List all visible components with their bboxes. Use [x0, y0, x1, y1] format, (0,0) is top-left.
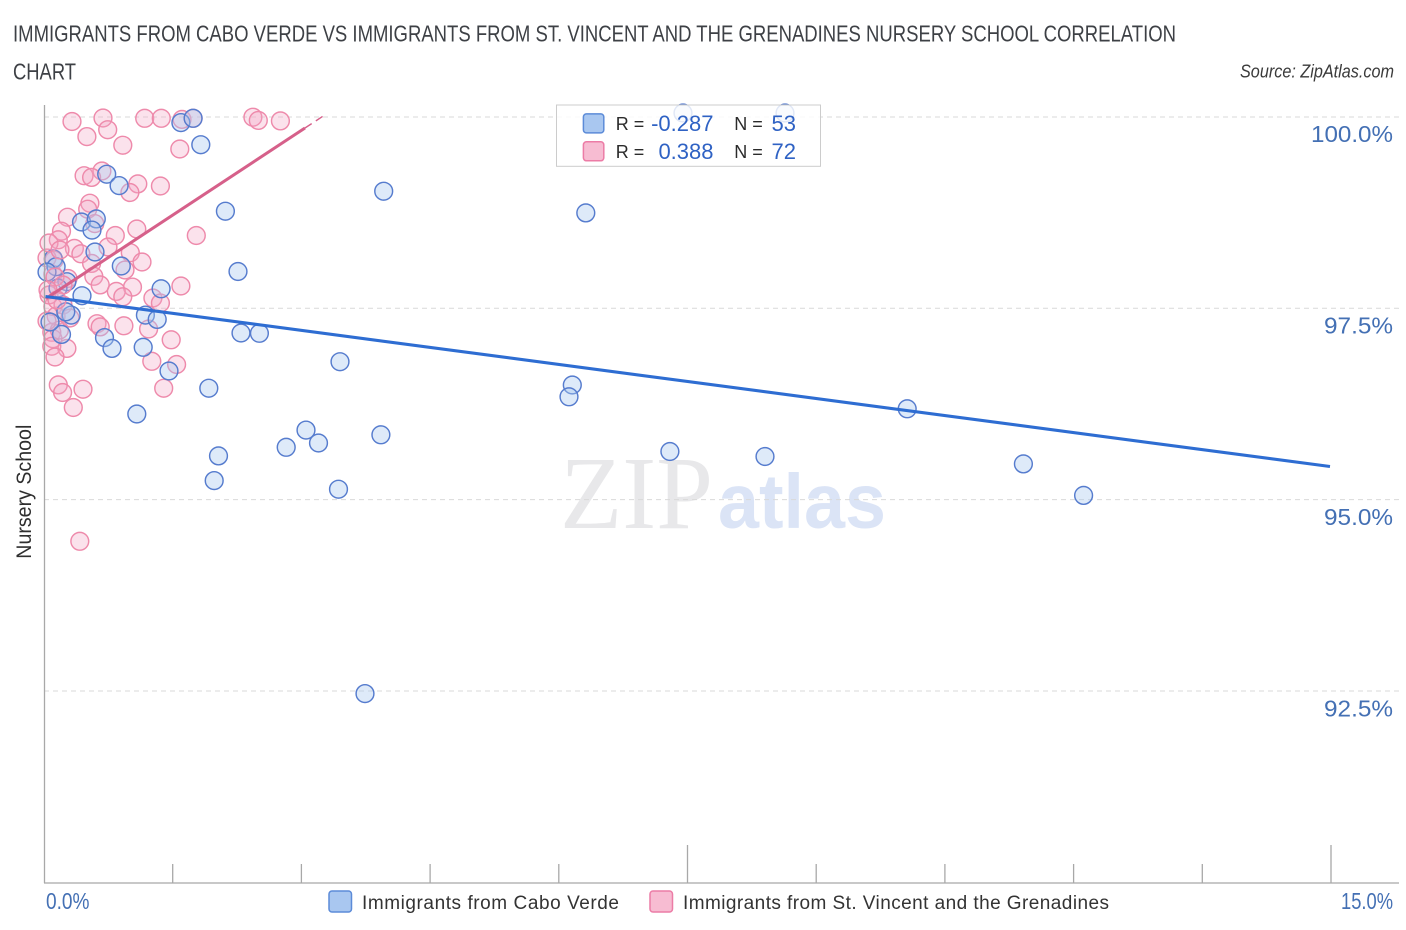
- svg-text:R =: R =: [616, 142, 645, 162]
- svg-text:Nursery School: Nursery School: [13, 425, 36, 559]
- svg-text:atlas: atlas: [718, 459, 886, 545]
- svg-text:95.0%: 95.0%: [1324, 504, 1393, 530]
- svg-text:N =: N =: [734, 114, 763, 134]
- svg-text:CHART: CHART: [13, 59, 76, 85]
- svg-text:0.0%: 0.0%: [46, 888, 90, 914]
- svg-text:Immigrants from St. Vincent an: Immigrants from St. Vincent and the Gren…: [683, 893, 1109, 914]
- svg-text:R =: R =: [616, 114, 645, 134]
- svg-text:100.0%: 100.0%: [1311, 121, 1393, 147]
- svg-text:Immigrants from Cabo Verde: Immigrants from Cabo Verde: [362, 893, 619, 914]
- svg-text:97.5%: 97.5%: [1324, 313, 1393, 339]
- svg-text:ZIP: ZIP: [560, 436, 713, 551]
- svg-text:53: 53: [772, 111, 796, 136]
- svg-text:-0.287: -0.287: [651, 111, 713, 136]
- svg-text:IMMIGRANTS FROM CABO VERDE VS: IMMIGRANTS FROM CABO VERDE VS IMMIGRANTS…: [13, 21, 1176, 47]
- svg-text:Source: ZipAtlas.com: Source: ZipAtlas.com: [1240, 62, 1394, 82]
- svg-text:15.0%: 15.0%: [1341, 888, 1393, 914]
- svg-text:72: 72: [772, 139, 796, 164]
- svg-text:92.5%: 92.5%: [1324, 696, 1393, 722]
- svg-text:0.388: 0.388: [658, 139, 713, 164]
- svg-text:N =: N =: [734, 142, 763, 162]
